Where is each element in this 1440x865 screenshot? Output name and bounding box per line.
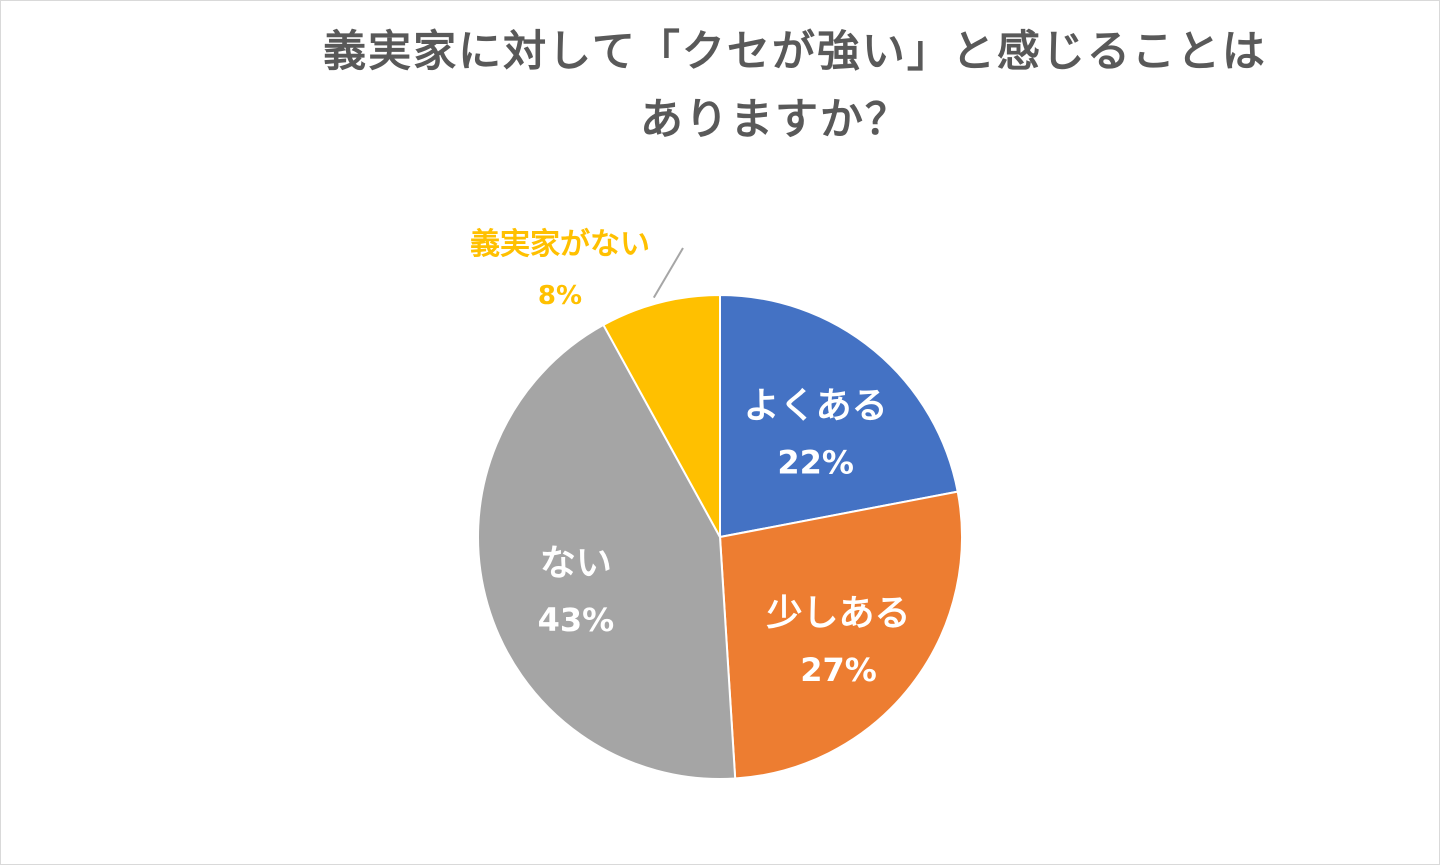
pie-slices — [477, 293, 963, 780]
slice-label-3: ない — [540, 543, 612, 584]
pie-slice-1 — [719, 293, 959, 539]
chart-title-line-1: 義実家に対して「クセが強い」と感じることは — [323, 27, 1267, 77]
slice-value-3: 43% — [538, 601, 615, 639]
slice-label-4: 義実家がない — [470, 227, 650, 262]
pie-slice-4 — [602, 293, 721, 538]
slice-value-2: 27% — [800, 651, 877, 689]
slice-value-1: 22% — [777, 443, 854, 481]
slice-label-1: よくある — [744, 385, 888, 426]
leader-line — [652, 247, 684, 299]
chart-title: 義実家に対して「クセが強い」と感じることは ありますか？ — [0, 18, 1440, 154]
slice-value-4: 8% — [538, 281, 582, 311]
pie-slice-2 — [718, 490, 963, 780]
pie-slice-3 — [477, 323, 737, 780]
pie-labels: よくある 22% 少しある 27% ない 43% 義実家がない 8% — [470, 227, 911, 689]
slice-label-2: 少しある — [767, 593, 911, 634]
chart-title-line-2: ありますか？ — [640, 95, 910, 145]
